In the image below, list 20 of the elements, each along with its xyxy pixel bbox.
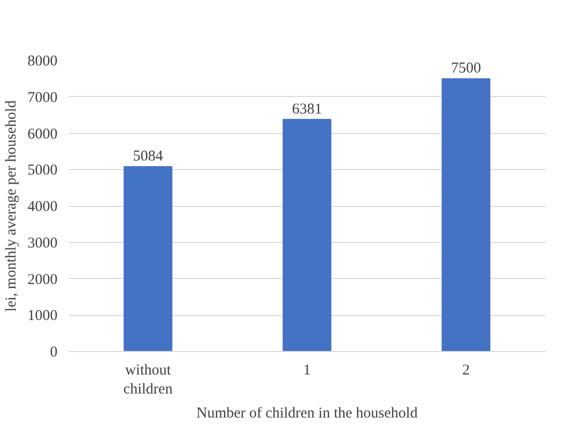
bar <box>124 166 172 352</box>
x-tick-label: without children <box>123 362 174 398</box>
x-tick-label: 1 <box>303 362 311 378</box>
y-tick-label: 3000 <box>28 235 58 252</box>
bar <box>282 118 332 352</box>
data-label: 7500 <box>451 60 481 77</box>
x-tick-label: 2 <box>462 362 470 378</box>
data-label: 6381 <box>292 101 322 118</box>
x-axis-title: Number of children in the household <box>196 406 418 422</box>
y-tick-label: 7000 <box>28 90 58 106</box>
y-axis-title: lei, monthly average per household <box>4 100 20 312</box>
y-tick-label: 8000 <box>28 54 58 70</box>
data-label: 5084 <box>133 148 164 165</box>
y-tick-label: 1000 <box>28 308 58 324</box>
y-tick-label: 2000 <box>28 272 58 288</box>
bar <box>442 78 490 352</box>
y-tick-label: 0 <box>50 344 58 360</box>
y-tick-label: 5000 <box>28 162 58 179</box>
y-tick-label: 6000 <box>28 126 58 142</box>
y-tick-label: 4000 <box>28 199 58 215</box>
